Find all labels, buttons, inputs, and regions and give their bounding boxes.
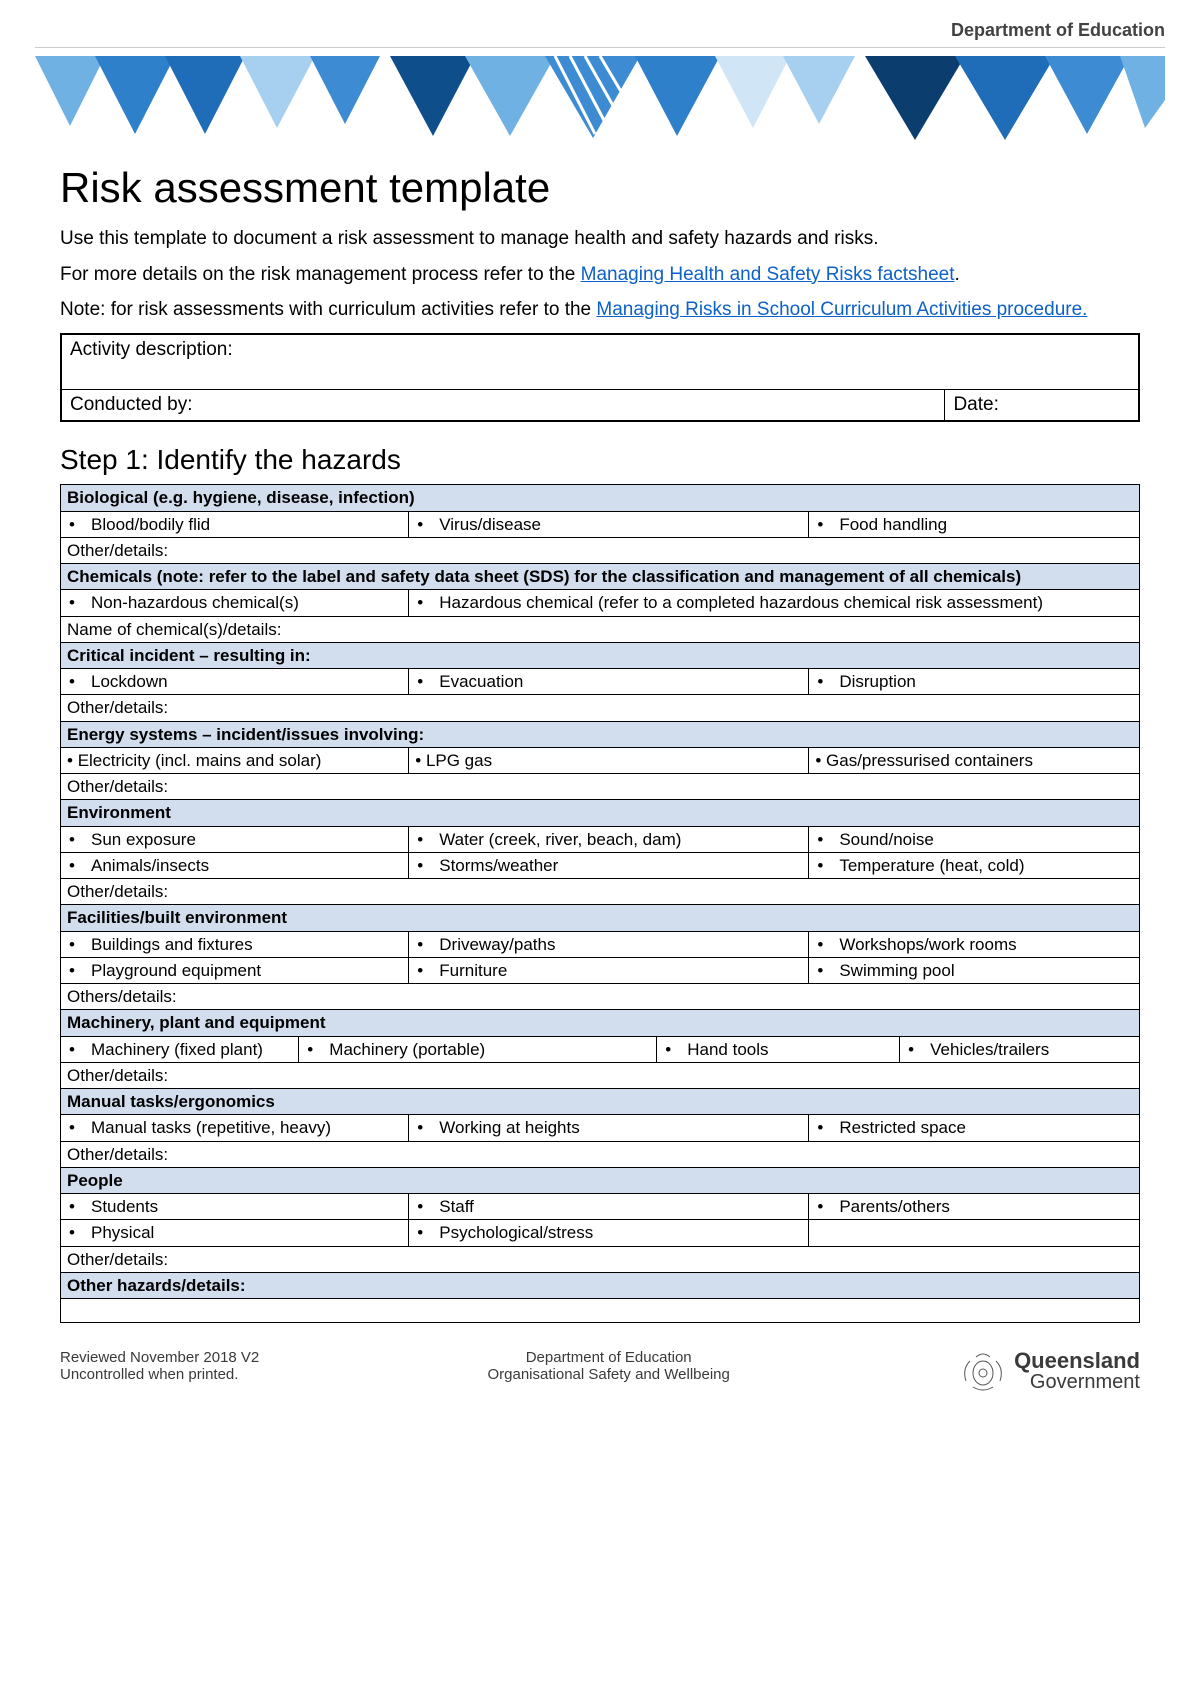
page-footer: Reviewed November 2018 V2 Uncontrolled w…: [35, 1349, 1165, 1393]
env-other[interactable]: Other/details:: [61, 879, 1140, 905]
intro-p2: For more details on the risk management …: [60, 262, 1140, 288]
item-food: Food handling: [815, 515, 947, 534]
chem-name[interactable]: Name of chemical(s)/details:: [61, 616, 1140, 642]
item-manual-tasks: Manual tasks (repetitive, heavy): [67, 1118, 331, 1137]
cat-machinery: Machinery, plant and equipment: [61, 1010, 1140, 1036]
cat-energy: Energy systems – incident/issues involvi…: [61, 721, 1140, 747]
item-storms: Storms/weather: [415, 856, 558, 875]
item-evac: Evacuation: [415, 672, 523, 691]
item-pool: Swimming pool: [815, 961, 954, 980]
item-animals: Animals/insects: [67, 856, 209, 875]
item-hazchem: Hazardous chemical (refer to a completed…: [415, 593, 1043, 612]
cat-people: People: [61, 1167, 1140, 1193]
hazards-table: Biological (e.g. hygiene, disease, infec…: [60, 484, 1140, 1323]
crit-other[interactable]: Other/details:: [61, 695, 1140, 721]
item-restricted: Restricted space: [815, 1118, 966, 1137]
date-cell[interactable]: Date:: [945, 390, 1139, 422]
footer-uncontrolled: Uncontrolled when printed.: [60, 1366, 259, 1383]
intro-p1: Use this template to document a risk ass…: [60, 226, 1140, 252]
item-sound: Sound/noise: [815, 830, 934, 849]
other-hazards-blank[interactable]: [61, 1299, 1140, 1323]
intro-p2-post: .: [955, 264, 960, 285]
people-other[interactable]: Other/details:: [61, 1246, 1140, 1272]
item-water: Water (creek, river, beach, dam): [415, 830, 681, 849]
item-driveway: Driveway/paths: [415, 935, 555, 954]
item-blood: Blood/bodily flid: [67, 515, 210, 534]
gov-government: Government: [1014, 1372, 1140, 1393]
item-hand-tools: Hand tools: [663, 1040, 768, 1059]
item-vehicles: Vehicles/trailers: [906, 1040, 1049, 1059]
item-sun: Sun exposure: [67, 830, 196, 849]
item-people-blank: [809, 1220, 1140, 1246]
fac-other[interactable]: Others/details:: [61, 984, 1140, 1010]
item-playground: Playground equipment: [67, 961, 261, 980]
item-gas: • Gas/pressurised containers: [815, 751, 1033, 770]
banner-triangles: [35, 56, 1165, 146]
item-furniture: Furniture: [415, 961, 507, 980]
item-temp: Temperature (heat, cold): [815, 856, 1024, 875]
intro-p3: Note: for risk assessments with curricul…: [60, 297, 1140, 323]
item-disrupt: Disruption: [815, 672, 916, 691]
cat-chemicals: Chemicals (note: refer to the label and …: [61, 564, 1140, 590]
item-mach-portable: Machinery (portable): [305, 1040, 485, 1059]
bio-other[interactable]: Other/details:: [61, 537, 1140, 563]
item-elec: • Electricity (incl. mains and solar): [67, 751, 321, 770]
crest-icon: [958, 1349, 1008, 1393]
item-buildings: Buildings and fixtures: [67, 935, 253, 954]
item-psych: Psychological/stress: [415, 1223, 593, 1242]
item-nonhaz: Non-hazardous chemical(s): [67, 593, 299, 612]
cat-critical: Critical incident – resulting in:: [61, 642, 1140, 668]
curriculum-link[interactable]: Managing Risks in School Curriculum Acti…: [596, 299, 1087, 320]
step1-heading: Step 1: Identify the hazards: [60, 444, 1140, 476]
item-staff: Staff: [415, 1197, 474, 1216]
item-lockdown: Lockdown: [67, 672, 168, 691]
department-header: Department of Education: [35, 20, 1165, 48]
cat-facilities: Facilities/built environment: [61, 905, 1140, 931]
meta-table: Activity description: Conducted by: Date…: [60, 333, 1140, 423]
item-parents: Parents/others: [815, 1197, 950, 1216]
intro-p2-pre: For more details on the risk management …: [60, 264, 575, 285]
footer-dept: Department of Education: [487, 1349, 729, 1366]
footer-unit: Organisational Safety and Wellbeing: [487, 1366, 729, 1383]
item-mach-fixed: Machinery (fixed plant): [67, 1040, 263, 1059]
conducted-by-cell[interactable]: Conducted by:: [61, 390, 945, 422]
intro-p3-pre: Note: for risk assessments with curricul…: [60, 299, 596, 320]
footer-reviewed: Reviewed November 2018 V2: [60, 1349, 259, 1366]
item-students: Students: [67, 1197, 158, 1216]
energy-other[interactable]: Other/details:: [61, 774, 1140, 800]
page-title: Risk assessment template: [60, 164, 1140, 212]
item-physical: Physical: [67, 1223, 154, 1242]
cat-manual: Manual tasks/ergonomics: [61, 1089, 1140, 1115]
cat-biological: Biological (e.g. hygiene, disease, infec…: [61, 485, 1140, 511]
gov-qld: Queensland: [1014, 1349, 1140, 1372]
item-lpg: • LPG gas: [415, 751, 492, 770]
cat-environment: Environment: [61, 800, 1140, 826]
mach-other[interactable]: Other/details:: [61, 1062, 1140, 1088]
item-virus: Virus/disease: [415, 515, 541, 534]
manual-other[interactable]: Other/details:: [61, 1141, 1140, 1167]
activity-description-cell[interactable]: Activity description:: [61, 334, 1139, 390]
factsheet-link[interactable]: Managing Health and Safety Risks factshe…: [581, 264, 955, 285]
cat-other-hazards: Other hazards/details:: [61, 1272, 1140, 1298]
qld-gov-logo: Queensland Government: [958, 1349, 1140, 1393]
item-heights: Working at heights: [415, 1118, 579, 1137]
item-workshops: Workshops/work rooms: [815, 935, 1016, 954]
